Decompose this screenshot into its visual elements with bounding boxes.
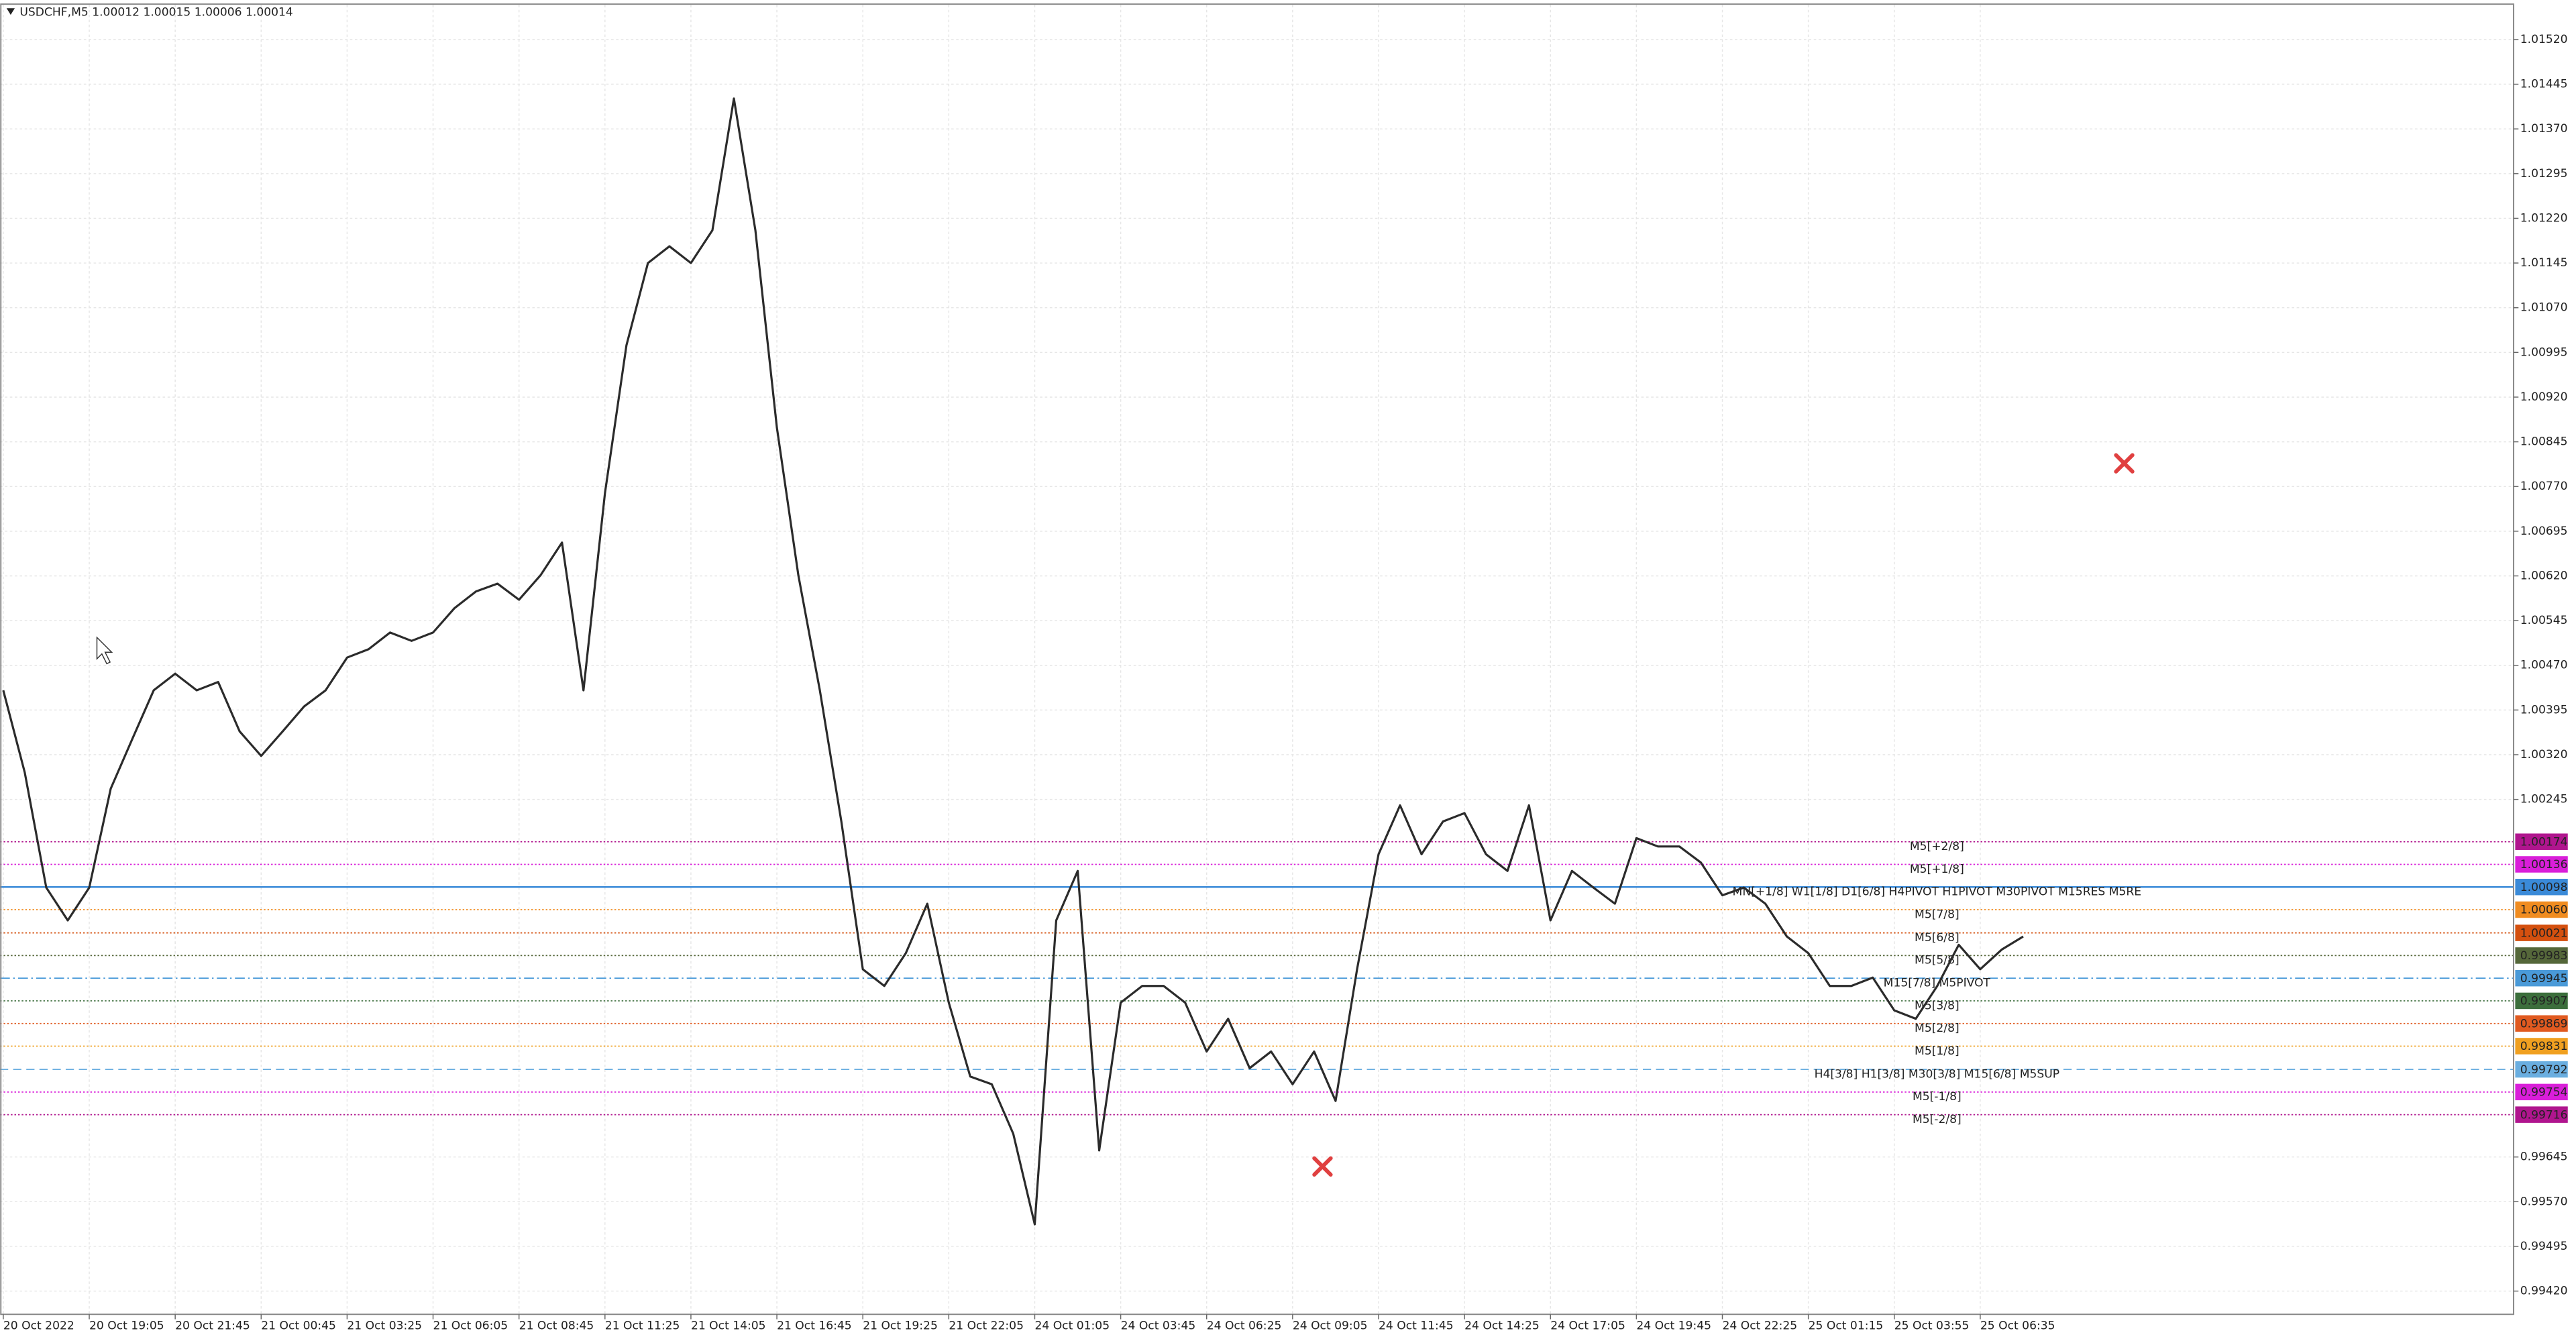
mouse-cursor xyxy=(96,636,113,665)
x-tick-label: 24 Oct 03:45 xyxy=(1121,1319,1196,1332)
level-price-box xyxy=(2515,1038,2568,1055)
level-price-label: 0.99716 xyxy=(2520,1108,2568,1122)
x-tick-label: 21 Oct 19:25 xyxy=(863,1319,938,1332)
x-tick-label: 24 Oct 06:25 xyxy=(1207,1319,1282,1332)
level-price-label: 1.00098 xyxy=(2520,881,2568,894)
price-line xyxy=(2,97,2024,1226)
level-price-label: 1.00021 xyxy=(2520,926,2568,940)
level-price-label: 1.00060 xyxy=(2520,904,2568,917)
x-tick-label: 20 Oct 2022 xyxy=(3,1319,74,1332)
level-label: H4[3/8] H1[3/8] M30[3/8] M15[6/8] M5SUP xyxy=(1815,1067,2060,1081)
y-tick-label: 1.00320 xyxy=(2520,748,2568,761)
x-tick-label: 24 Oct 11:45 xyxy=(1379,1319,1454,1332)
x-tick-label: 24 Oct 09:05 xyxy=(1293,1319,1368,1332)
delete-marker[interactable] xyxy=(2114,453,2135,474)
y-tick-label: 1.00695 xyxy=(2520,525,2568,538)
x-tick-label: 21 Oct 22:05 xyxy=(949,1319,1024,1332)
axes: 1.01520 1.01445 1.01370 1.01295 1.01220 1.011… xyxy=(3,33,2568,1332)
x-tick-label: 24 Oct 01:05 xyxy=(1034,1319,1110,1332)
x-tick-label: 25 Oct 03:55 xyxy=(1894,1319,1970,1332)
level-price-box xyxy=(2515,1061,2568,1078)
level-price-box xyxy=(2515,1015,2568,1032)
level-label: M5[7/8] xyxy=(1915,908,1960,921)
y-tick-label: 1.00545 xyxy=(2520,614,2568,627)
level-price-box xyxy=(2515,947,2568,964)
y-tick-label: 1.01370 xyxy=(2520,122,2568,136)
levels: M5[+2/8] M5[+1/8] MN[+1/8] W1[1/8] D1[6/8]… xyxy=(0,840,2514,1126)
level-price-label: 0.99945 xyxy=(2520,972,2568,985)
y-tick-label: 1.01070 xyxy=(2520,301,2568,315)
x-tick-label: 25 Oct 06:35 xyxy=(1980,1319,2055,1332)
level-label: M5[-2/8] xyxy=(1913,1113,1962,1126)
collapse-icon[interactable] xyxy=(6,8,15,15)
y-tick-label: 0.99645 xyxy=(2520,1150,2568,1164)
level-price-label: 0.99831 xyxy=(2520,1040,2568,1053)
level-label: M5[+2/8] xyxy=(1910,840,1964,853)
x-tick-label: 21 Oct 08:45 xyxy=(519,1319,594,1332)
x-tick-label: 21 Oct 11:25 xyxy=(605,1319,680,1332)
level-price-box xyxy=(2515,833,2568,850)
y-tick-label: 1.01145 xyxy=(2520,256,2568,270)
y-tick-label: 1.00395 xyxy=(2520,703,2568,716)
level-price-box xyxy=(2515,1106,2568,1123)
delete-marker[interactable] xyxy=(1312,1156,1333,1177)
x-tick-label: 25 Oct 01:15 xyxy=(1809,1319,1884,1332)
level-price-box xyxy=(2515,1083,2568,1101)
level-label: M5[1/8] xyxy=(1915,1045,1960,1058)
plot xyxy=(2,97,2024,1226)
level-price-box xyxy=(2515,856,2568,873)
x-tick-label: 21 Oct 03:25 xyxy=(347,1319,422,1332)
y-tick-label: 1.00920 xyxy=(2520,390,2568,404)
level-label: M5[+1/8] xyxy=(1910,863,1964,876)
level-price-label: 1.00174 xyxy=(2520,835,2568,849)
x-tick-label: 24 Oct 19:45 xyxy=(1636,1319,1711,1332)
y-tick-label: 0.99495 xyxy=(2520,1240,2568,1253)
x-tick-label: 21 Oct 14:05 xyxy=(691,1319,766,1332)
level-price-label: 0.99792 xyxy=(2520,1063,2568,1077)
y-tick-label: 0.99570 xyxy=(2520,1195,2568,1208)
level-price-box xyxy=(2515,992,2568,1010)
x-tick-label: 24 Oct 17:05 xyxy=(1550,1319,1625,1332)
y-tick-label: 1.00845 xyxy=(2520,435,2568,449)
plot-frame xyxy=(0,3,2514,1316)
x-tick-label: 20 Oct 21:45 xyxy=(175,1319,250,1332)
level-price-box xyxy=(2515,901,2568,918)
level-label: M5[2/8] xyxy=(1915,1022,1960,1035)
x-tick-label: 20 Oct 19:05 xyxy=(89,1319,164,1332)
y-tick-label: 1.01220 xyxy=(2520,211,2568,225)
level-price-box xyxy=(2515,969,2568,987)
grid xyxy=(0,5,2514,1315)
level-price-box xyxy=(2515,878,2568,896)
level-price-label: 1.00136 xyxy=(2520,858,2568,871)
level-price-box xyxy=(2515,924,2568,941)
x-tick-label: 21 Oct 06:05 xyxy=(433,1319,508,1332)
level-label: MN[+1/8] W1[1/8] D1[6/8] H4PIVOT H1PIVOT… xyxy=(1733,886,2142,899)
chart-title: USDCHF,M5 1.00012 1.00015 1.00006 1.0001… xyxy=(19,5,292,19)
level-label: M5[6/8] xyxy=(1915,931,1960,945)
y-tick-label: 1.00770 xyxy=(2520,480,2568,493)
level-price-label: 0.99754 xyxy=(2520,1086,2568,1100)
level-price-label: 0.99869 xyxy=(2520,1017,2568,1030)
level-label: M15[7/8] M5PIVOT xyxy=(1884,977,1991,990)
x-tick-label: 24 Oct 14:25 xyxy=(1464,1319,1540,1332)
y-tick-label: 1.00470 xyxy=(2520,659,2568,672)
y-tick-label: 1.00995 xyxy=(2520,345,2568,359)
level-label: M5[-1/8] xyxy=(1913,1090,1962,1104)
y-tick-label: 1.01445 xyxy=(2520,78,2568,91)
level-price-label: 0.99983 xyxy=(2520,949,2568,963)
y-tick-label: 1.01295 xyxy=(2520,167,2568,180)
x-tick-label: 21 Oct 16:45 xyxy=(777,1319,852,1332)
y-tick-label: 1.01520 xyxy=(2520,33,2568,46)
y-tick-label: 1.00245 xyxy=(2520,793,2568,806)
y-tick-label: 1.00620 xyxy=(2520,569,2568,582)
y-tick-label: 0.99420 xyxy=(2520,1285,2568,1298)
x-tick-label: 21 Oct 00:45 xyxy=(261,1319,336,1332)
level-price-label: 0.99907 xyxy=(2520,995,2568,1008)
x-tick-label: 24 Oct 22:25 xyxy=(1723,1319,1798,1332)
